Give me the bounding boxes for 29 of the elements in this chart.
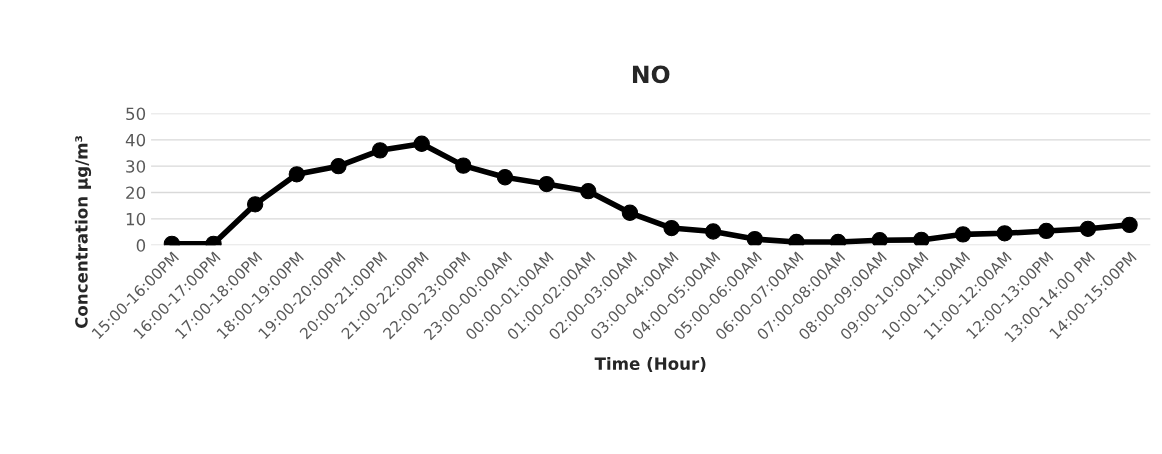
point bbox=[871, 232, 888, 246]
y-tick-label: 40 bbox=[125, 133, 146, 147]
point bbox=[330, 158, 347, 175]
x-axis-title: Time (Hour) bbox=[594, 357, 706, 372]
point bbox=[954, 226, 972, 243]
point bbox=[913, 231, 930, 246]
y-tick-label: 0 bbox=[136, 239, 146, 252]
y-tick-label: 30 bbox=[126, 160, 146, 173]
chart-title: NO bbox=[632, 65, 670, 84]
point bbox=[496, 169, 514, 186]
y-tick-label: 10 bbox=[126, 212, 146, 226]
point bbox=[1038, 222, 1055, 240]
point bbox=[996, 225, 1013, 242]
point bbox=[705, 223, 722, 240]
point bbox=[371, 142, 389, 159]
point bbox=[580, 183, 597, 200]
point bbox=[413, 135, 430, 152]
point bbox=[538, 175, 555, 193]
point bbox=[455, 157, 472, 174]
point bbox=[621, 204, 639, 221]
y-tick-label: 20 bbox=[126, 186, 146, 200]
point bbox=[1121, 216, 1138, 234]
point bbox=[288, 166, 305, 183]
point bbox=[247, 196, 264, 213]
point bbox=[746, 230, 763, 246]
point bbox=[663, 219, 680, 237]
y-tick-label: 50 bbox=[126, 107, 146, 121]
y-axis-title: Concentration µg/m³ bbox=[74, 136, 92, 329]
point bbox=[1079, 220, 1097, 237]
